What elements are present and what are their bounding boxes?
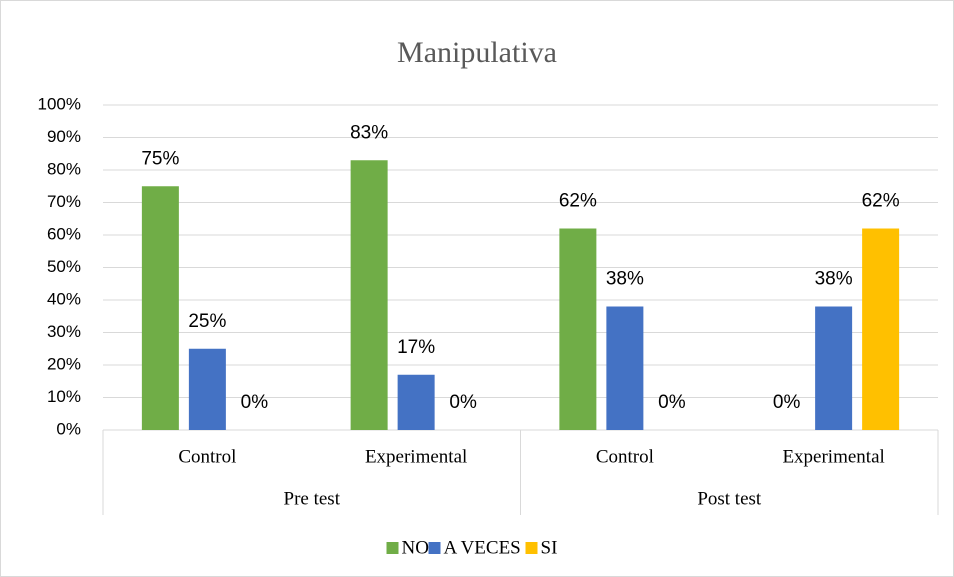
chart-title: Manipulativa — [397, 36, 557, 69]
data-label: 83% — [350, 122, 388, 143]
legend-swatch — [386, 542, 399, 554]
group-label: Post test — [697, 488, 762, 509]
y-tick-label: 50% — [47, 257, 81, 276]
y-tick-label: 90% — [47, 127, 81, 146]
data-label: 0% — [241, 392, 269, 413]
y-tick-label: 70% — [47, 192, 81, 211]
y-tick-label: 0% — [56, 419, 81, 438]
y-tick-label: 30% — [47, 322, 81, 341]
data-label: 75% — [141, 148, 179, 169]
data-label: 38% — [815, 269, 853, 290]
data-label: 0% — [449, 392, 477, 413]
x-tick-label: Control — [596, 446, 654, 467]
data-label: 0% — [773, 392, 801, 413]
legend-swatch — [428, 542, 441, 554]
bar — [606, 306, 644, 430]
bar — [188, 348, 226, 430]
legend-label: NO — [402, 537, 429, 558]
y-tick-label: 40% — [47, 289, 81, 308]
bar — [397, 374, 435, 430]
bar — [559, 228, 597, 430]
y-tick-label: 60% — [47, 224, 81, 243]
y-tick-label: 20% — [47, 354, 81, 373]
data-label: 62% — [559, 191, 597, 212]
data-label: 62% — [862, 191, 900, 212]
bar — [350, 160, 388, 430]
legend-swatch — [525, 542, 538, 554]
data-label: 25% — [188, 311, 226, 332]
x-tick-label: Experimental — [365, 446, 467, 467]
group-label: Pre test — [284, 488, 341, 509]
data-label: 17% — [397, 337, 435, 358]
bar — [862, 228, 900, 430]
bar — [141, 186, 179, 430]
bar — [815, 306, 853, 430]
y-tick-label: 100% — [38, 94, 81, 113]
legend-label: SI — [541, 537, 558, 558]
y-tick-label: 10% — [47, 387, 81, 406]
x-tick-label: Experimental — [782, 446, 884, 467]
data-label: 0% — [658, 392, 686, 413]
y-tick-label: 80% — [47, 159, 81, 178]
legend-label: A VECES — [444, 537, 521, 558]
data-label: 38% — [606, 269, 644, 290]
x-tick-label: Control — [178, 446, 236, 467]
